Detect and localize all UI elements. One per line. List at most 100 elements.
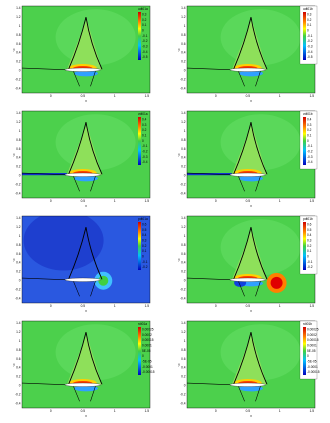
region bbox=[239, 70, 263, 77]
shock bbox=[72, 280, 96, 297]
x-axis-label: x bbox=[85, 99, 87, 103]
x-tick-label: 1 bbox=[279, 409, 281, 413]
y-tick-label: 0.8 bbox=[16, 348, 21, 352]
region bbox=[23, 216, 104, 271]
y-tick-label: -0.4 bbox=[15, 191, 21, 195]
panel: udt01b0.30.20.10-0.1-0.2-0.3-0.4-0.51.41… bbox=[178, 5, 318, 103]
y-tick-label: 0.8 bbox=[16, 138, 21, 142]
legend-label: 0 bbox=[307, 139, 309, 143]
legend-title: udt01b bbox=[303, 7, 313, 11]
legend-label: 0.1 bbox=[307, 23, 312, 27]
y-tick-label: -0.4 bbox=[180, 296, 186, 300]
region bbox=[66, 334, 102, 385]
x-tick-label: 0 bbox=[215, 409, 217, 413]
y-tick-label: 0 bbox=[184, 69, 186, 73]
wake-line bbox=[187, 277, 232, 281]
legend-label: -0.3 bbox=[307, 155, 313, 159]
y-tick-label: 1.4 bbox=[181, 216, 186, 220]
region bbox=[231, 124, 267, 175]
y-tick-label: 0.6 bbox=[181, 42, 186, 46]
y-tick-label: 0.6 bbox=[16, 357, 21, 361]
legend-label: 0 bbox=[142, 354, 144, 358]
x-tick-label: 0.5 bbox=[246, 199, 251, 203]
wake-line bbox=[187, 67, 232, 71]
y-tick-label: -0.2 bbox=[15, 287, 21, 291]
shock bbox=[68, 332, 103, 385]
legend-label: -5E-05 bbox=[142, 360, 152, 364]
region bbox=[74, 70, 98, 77]
legend-label: -5E-05 bbox=[307, 360, 317, 364]
region bbox=[239, 175, 263, 182]
panel: pdt01a0.60.50.40.30.20.10-0.1-0.21.41.21… bbox=[13, 215, 151, 313]
y-tick-label: 1.2 bbox=[181, 225, 186, 229]
legend-label: 0.3 bbox=[307, 123, 312, 127]
y-tick-label: 0.8 bbox=[181, 243, 186, 247]
y-tick-label: 1.2 bbox=[16, 225, 21, 229]
panel: udt01a0.30.20.10-0.1-0.2-0.3-0.4-0.51.41… bbox=[13, 5, 151, 103]
colorbar bbox=[303, 12, 306, 60]
colorbar bbox=[138, 327, 141, 375]
y-tick-label: -0.2 bbox=[180, 182, 186, 186]
x-tick-label: 0 bbox=[215, 199, 217, 203]
y-tick-label: 1.2 bbox=[181, 120, 186, 124]
x-axis-label: x bbox=[85, 204, 87, 208]
airfoil bbox=[229, 382, 266, 387]
panel: vdt01b0.40.30.20.10-0.1-0.2-0.3-0.41.41.… bbox=[178, 110, 318, 208]
legend-label: -0.1 bbox=[142, 144, 148, 148]
x-tick-label: 0 bbox=[50, 94, 52, 98]
panel: rdt01b0.000250.00020.000150.00015E-050-5… bbox=[178, 320, 320, 418]
y-tick-label: 0 bbox=[184, 174, 186, 178]
y-tick-label: 0.2 bbox=[181, 375, 186, 379]
wake-line bbox=[187, 382, 232, 386]
y-tick-label: 0.2 bbox=[16, 60, 21, 64]
y-tick-label: 0.8 bbox=[181, 138, 186, 142]
legend-label: 0.00015 bbox=[142, 338, 154, 342]
plot-area bbox=[22, 321, 150, 408]
x-tick-label: 0 bbox=[50, 304, 52, 308]
legend-label: 0.1 bbox=[307, 134, 312, 138]
wake-line bbox=[22, 67, 67, 71]
legend-label: 0.0001 bbox=[307, 344, 317, 348]
x-tick-label: 0 bbox=[50, 409, 52, 413]
colorbar bbox=[303, 222, 306, 270]
plot-area bbox=[187, 111, 315, 198]
x-tick-label: 0 bbox=[215, 94, 217, 98]
airfoil bbox=[64, 277, 101, 282]
y-tick-label: 1.4 bbox=[16, 6, 21, 10]
shock bbox=[233, 122, 268, 175]
legend-label: -0.4 bbox=[307, 50, 313, 54]
airfoil bbox=[64, 382, 101, 387]
legend-label: 0 bbox=[307, 255, 309, 259]
y-tick-label: 0.8 bbox=[16, 243, 21, 247]
plot-area bbox=[22, 216, 150, 303]
legend-label: 0.2 bbox=[142, 128, 147, 132]
legend-label: 0.3 bbox=[307, 13, 312, 17]
shock bbox=[68, 122, 103, 175]
legend-label: -0.1 bbox=[307, 260, 313, 264]
legend-title: rdt01a bbox=[138, 322, 147, 326]
legend-label: -0.0001 bbox=[142, 365, 153, 369]
shock bbox=[237, 175, 261, 192]
wake-line bbox=[22, 172, 67, 176]
shock bbox=[233, 227, 268, 280]
x-tick-label: 0 bbox=[215, 304, 217, 308]
plot-area bbox=[187, 216, 315, 303]
legend-label: -0.1 bbox=[142, 34, 148, 38]
y-tick-label: 0.2 bbox=[16, 270, 21, 274]
x-tick-label: 0.5 bbox=[246, 409, 251, 413]
legend-label: -0.3 bbox=[142, 155, 148, 159]
legend-label: 0.00025 bbox=[142, 328, 154, 332]
legend-label: 0.00015 bbox=[307, 338, 319, 342]
x-tick-label: 1.5 bbox=[310, 199, 315, 203]
y-tick-label: 1.4 bbox=[16, 216, 21, 220]
y-tick-label: 0.2 bbox=[16, 375, 21, 379]
airfoil bbox=[229, 277, 266, 282]
y-tick-label: 1.2 bbox=[16, 120, 21, 124]
legend-label: 0.3 bbox=[142, 239, 147, 243]
legend-label: 0.00025 bbox=[307, 328, 319, 332]
legend-label: -0.2 bbox=[142, 265, 148, 269]
x-tick-label: 1.5 bbox=[310, 94, 315, 98]
x-axis-label: x bbox=[85, 309, 87, 313]
legend-title: udt01a bbox=[138, 7, 148, 11]
shock bbox=[237, 70, 261, 87]
